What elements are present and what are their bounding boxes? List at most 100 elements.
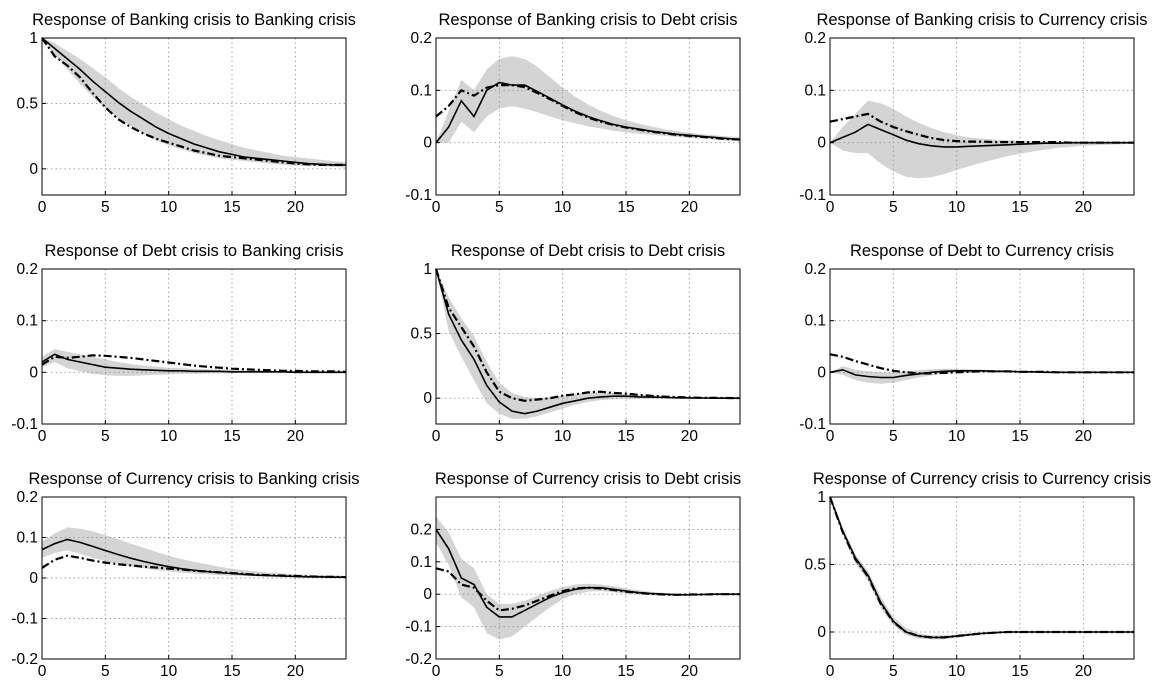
irf-panel: Response of Currency crisis to Debt cris…	[405, 470, 741, 680]
irf-panel: Response of Banking crisis to Currency c…	[799, 11, 1147, 216]
axes-frame	[41, 268, 347, 425]
panel-title: Response of Debt crisis to Banking crisi…	[45, 242, 344, 260]
x-tick-label: 5	[101, 428, 110, 445]
y-tick-label: 0	[817, 624, 826, 641]
y-tick-label: 0	[423, 390, 432, 407]
y-tick-label: 0	[423, 586, 432, 603]
x-tick-label: 5	[101, 663, 110, 680]
irf-panel: Response of Currency crisis to Banking c…	[11, 470, 359, 680]
y-tick-label: 1	[29, 30, 38, 47]
x-tick-label: 10	[160, 199, 178, 216]
y-tick-label: 0.2	[16, 261, 38, 278]
x-tick-label: 5	[495, 663, 504, 680]
panel-title: Response of Banking crisis to Currency c…	[816, 11, 1147, 29]
y-tick-label: 0	[29, 570, 38, 587]
x-tick-label: 10	[948, 428, 966, 445]
x-tick-label: 20	[681, 663, 699, 680]
dash-dot-series-line	[41, 354, 347, 373]
confidence-band	[42, 38, 346, 168]
y-tick-label: 0.1	[804, 82, 826, 99]
x-tick-label: 0	[432, 199, 441, 216]
x-tick-label: 20	[287, 199, 305, 216]
y-tick-label: 1	[817, 489, 826, 506]
y-tick-label: 1	[423, 261, 432, 278]
x-tick-label: 15	[1011, 428, 1028, 445]
y-tick-label: 0.1	[16, 313, 38, 330]
x-tick-label: 10	[160, 663, 178, 680]
axes-frame	[829, 496, 1135, 660]
x-tick-label: 20	[287, 428, 305, 445]
x-tick-label: 5	[889, 199, 898, 216]
x-tick-label: 0	[826, 199, 835, 216]
x-tick-label: 0	[38, 428, 47, 445]
irf-panel: Response of Debt to Currency crisis 0 5 10 1…	[799, 242, 1135, 445]
x-tick-label: 20	[681, 199, 699, 216]
x-tick-label: 0	[826, 663, 835, 680]
axes-frame	[435, 268, 741, 425]
y-tick-label: 0.5	[16, 95, 38, 112]
dash-dot-series-line	[434, 268, 741, 402]
dash-dot-series-line	[435, 567, 740, 612]
y-tick-label: 0.2	[804, 261, 826, 278]
dash-dot-series-line	[829, 112, 1134, 144]
x-tick-label: 15	[223, 428, 240, 445]
irf-panel: Response of Debt crisis to Debt crisis 0 5…	[410, 242, 741, 445]
confidence-band	[830, 100, 1134, 179]
x-tick-label: 5	[889, 663, 898, 680]
axes-frame	[435, 496, 741, 660]
y-tick-label: 0	[817, 364, 826, 381]
x-tick-label: 10	[160, 428, 178, 445]
x-tick-label: 0	[432, 428, 441, 445]
y-tick-label: -0.1	[11, 611, 38, 628]
confidence-band	[42, 527, 346, 578]
y-tick-label: 0.2	[804, 30, 826, 47]
y-tick-label: -0.1	[799, 416, 826, 433]
irf-panel: Response of Banking crisis to Banking cr…	[16, 11, 355, 216]
confidence-band	[436, 269, 740, 419]
confidence-band	[42, 349, 346, 376]
x-tick-label: 20	[1075, 199, 1093, 216]
x-tick-label: 0	[432, 663, 441, 680]
x-tick-label: 15	[223, 199, 240, 216]
x-tick-label: 10	[948, 199, 966, 216]
x-tick-label: 0	[826, 428, 835, 445]
y-tick-label: -0.1	[11, 416, 38, 433]
x-tick-label: 15	[617, 663, 634, 680]
x-tick-label: 15	[1011, 199, 1028, 216]
y-tick-label: 0.2	[410, 521, 432, 538]
x-tick-label: 20	[681, 428, 699, 445]
dash-dot-series-line	[41, 37, 346, 166]
panel-title: Response of Banking crisis to Banking cr…	[32, 11, 356, 29]
solid-series-line	[829, 368, 1134, 379]
x-tick-label: 20	[287, 663, 305, 680]
x-tick-label: 15	[617, 428, 634, 445]
panel-title: Response of Currency crisis to Debt cris…	[435, 470, 741, 488]
y-tick-label: 0.2	[16, 489, 38, 506]
y-tick-label: 0	[817, 135, 826, 152]
y-tick-label: 0	[29, 364, 38, 381]
x-tick-label: 0	[38, 199, 47, 216]
x-tick-label: 20	[1075, 663, 1093, 680]
solid-series-line	[41, 353, 346, 374]
panel-title: Response of Currency crisis to Banking c…	[28, 470, 359, 488]
y-tick-label: 0.1	[16, 530, 38, 547]
x-tick-label: 10	[554, 663, 572, 680]
x-tick-label: 5	[101, 199, 110, 216]
x-tick-label: 15	[223, 663, 240, 680]
y-tick-label: 0.1	[804, 313, 826, 330]
solid-series-line	[41, 37, 346, 166]
x-tick-label: 5	[495, 428, 504, 445]
y-tick-label: -0.1	[405, 187, 432, 204]
panel-title: Response of Currency crisis to Currency …	[813, 470, 1151, 488]
y-tick-label: 0.5	[410, 326, 432, 343]
irf-panel: Response of Banking crisis to Debt crisi…	[405, 11, 741, 216]
y-tick-label: -0.1	[799, 187, 826, 204]
x-tick-label: 5	[889, 428, 898, 445]
y-tick-label: 0.5	[804, 557, 826, 574]
irf-panel: Response of Debt crisis to Banking crisi…	[11, 242, 347, 445]
axes-frame	[41, 37, 347, 196]
axes-frame	[829, 268, 1135, 425]
confidence-band	[436, 56, 740, 143]
x-tick-label: 15	[617, 199, 634, 216]
